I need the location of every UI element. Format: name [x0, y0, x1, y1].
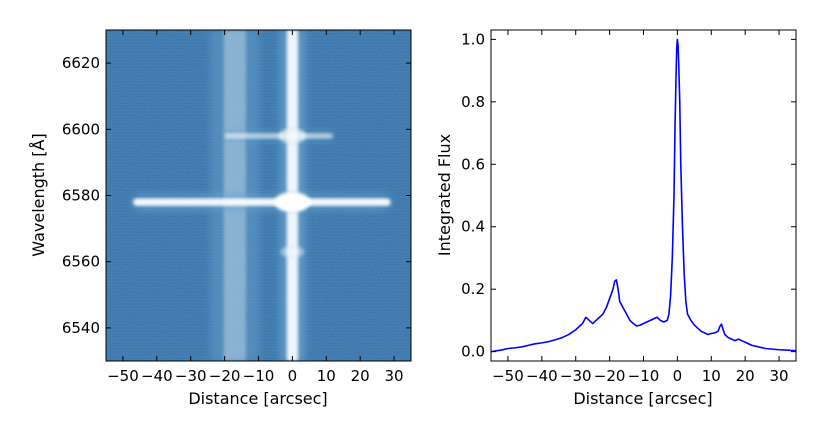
right-x-tick-label: 10	[702, 367, 721, 385]
emission-line	[133, 198, 391, 206]
right-y-tick-label: 0.0	[461, 343, 485, 361]
flux-series-line	[491, 38, 796, 353]
right-y-tick-label: 1.0	[461, 30, 485, 48]
right-y-tick-label: 0.6	[461, 155, 485, 173]
left-x-tick-label: −30	[175, 367, 207, 385]
right-x-tick-label: −10	[628, 367, 660, 385]
left-x-tick-label: 30	[385, 367, 404, 385]
left-y-tick-label: 6620	[62, 54, 100, 72]
left-x-tick-label: 20	[351, 367, 370, 385]
right-x-tick-label: 0	[673, 367, 683, 385]
right-x-tick-label: 20	[736, 367, 755, 385]
left-x-axis: −50 −40 −30 −20 −10 0 10 20 30	[107, 30, 404, 385]
right-x-tick-label: 30	[770, 367, 789, 385]
flux-profile-panel: −50 −40 −30 −20 −10 0 10 20 30 0.0 0.2 0.4 0.6 0.8 1.…	[435, 29, 797, 408]
left-x-tick-label: 10	[317, 367, 336, 385]
emission-peak	[278, 128, 307, 144]
right-y-tick-label: 0.8	[461, 93, 485, 111]
left-x-tick-label: −50	[107, 367, 139, 385]
left-y-tick-label: 6560	[62, 253, 100, 271]
right-x-tick-label: −30	[560, 367, 592, 385]
spectrum-image	[106, 30, 411, 361]
left-y-axis-label: Wavelength [Å]	[29, 133, 48, 256]
right-plot-background	[491, 30, 796, 361]
right-x-axis-label: Distance [arcsec]	[573, 389, 712, 408]
right-x-tick-label: −20	[594, 367, 626, 385]
left-x-axis-label: Distance [arcsec]	[188, 389, 327, 408]
right-y-axis-label: Integrated Flux	[435, 134, 454, 256]
right-x-tick-label: −40	[526, 367, 558, 385]
left-x-tick-label: −20	[209, 367, 241, 385]
left-y-tick-label: 6600	[62, 120, 100, 138]
right-y-tick-label: 0.4	[461, 218, 485, 236]
left-x-tick-label: −40	[141, 367, 173, 385]
spectrum-image-panel: −50 −40 −30 −20 −10 0 10 20 30 65406560658066006…	[29, 29, 412, 408]
emission-peak	[280, 245, 305, 259]
left-x-tick-label: −10	[243, 367, 275, 385]
right-x-axis: −50 −40 −30 −20 −10 0 10 20 30	[492, 30, 789, 385]
right-y-tick-label: 0.2	[461, 280, 485, 298]
left-y-tick-label: 6580	[62, 187, 100, 205]
left-y-tick-label: 6540	[62, 319, 100, 337]
right-y-axis: 0.0 0.2 0.4 0.6 0.8 1.0	[461, 30, 796, 361]
right-x-tick-label: −50	[492, 367, 524, 385]
left-y-axis: 6540 6560 6580 6600 6620	[62, 54, 411, 337]
left-x-tick-label: 0	[288, 367, 298, 385]
emission-peak	[274, 192, 311, 213]
